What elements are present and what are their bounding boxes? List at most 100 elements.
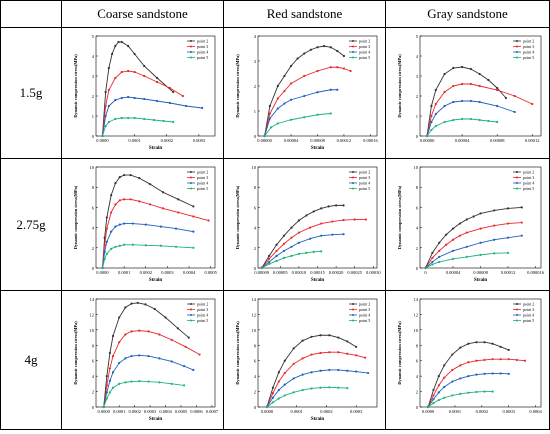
data-point: [355, 345, 358, 348]
data-point: [328, 368, 331, 372]
data-point: [276, 97, 279, 100]
series-line: [427, 391, 493, 408]
data-point: [156, 80, 159, 84]
x-tick-label: 0.00000: [257, 138, 272, 143]
data-point: [430, 120, 433, 124]
data-point: [297, 241, 301, 244]
chart-coarse-1-5g: 0 1 2 3 4 5 0.0000 0.0001 0.0002 0.0003 Strain Dyna…: [73, 34, 216, 151]
series-point-2: [260, 204, 345, 270]
data-point: [271, 392, 274, 395]
data-point: [479, 253, 482, 256]
y-tick-label: 4: [92, 226, 95, 231]
data-point: [131, 222, 134, 225]
x-axis-label: Strain: [474, 278, 488, 283]
data-point: [475, 373, 478, 376]
legend-marker: [190, 187, 192, 190]
data-point: [176, 327, 180, 330]
data-point: [108, 379, 112, 382]
data-point: [201, 106, 204, 110]
y-tick-label: 8: [92, 343, 95, 348]
data-point: [290, 236, 293, 239]
data-point: [342, 218, 345, 222]
data-point: [283, 74, 286, 78]
x-tick-label: 0.0003: [144, 409, 157, 414]
series-point-2: [263, 44, 346, 138]
data-point: [102, 405, 105, 409]
data-point: [320, 250, 323, 253]
data-point: [432, 398, 435, 401]
legend-marker: [190, 40, 192, 42]
data-point: [342, 204, 345, 207]
data-point: [520, 206, 523, 209]
y-tick-label: 0: [92, 405, 95, 410]
series-line: [264, 113, 331, 137]
data-point: [289, 64, 293, 68]
series-line: [103, 380, 185, 408]
legend-marker: [352, 314, 354, 316]
data-point: [346, 340, 349, 343]
data-point: [499, 345, 502, 348]
data-point: [182, 384, 186, 387]
x-tick-label: 0.00012: [525, 138, 540, 143]
data-point: [268, 254, 271, 257]
data-point: [110, 194, 113, 197]
series-point-2: [101, 40, 175, 138]
y-tick-label: 2: [92, 94, 94, 99]
data-point: [198, 353, 201, 356]
data-point: [478, 100, 481, 104]
data-point: [105, 391, 108, 394]
data-point: [184, 104, 188, 108]
series-line: [266, 369, 369, 408]
x-tick-label: 0.00020: [329, 270, 344, 275]
legend-marker: [352, 187, 354, 190]
data-point: [305, 214, 308, 217]
data-point: [136, 301, 139, 304]
data-point: [443, 396, 446, 399]
data-point: [111, 371, 115, 374]
legend-marker: [516, 187, 518, 190]
data-point: [301, 339, 304, 342]
x-tick-label: 0.0002: [128, 409, 140, 414]
data-point: [108, 367, 112, 370]
series-line: [101, 41, 174, 137]
y-tick-label: 0: [92, 134, 95, 139]
series-point-4: [101, 222, 195, 270]
legend-label: point 4: [359, 313, 370, 318]
data-point: [297, 231, 301, 234]
plot-frame: [419, 35, 542, 137]
data-point: [277, 380, 280, 383]
chart-cell-r0c2: 0 1 2 3 4 5 0.00000 0.00004 0.00008 0.00012 Dynami…: [385, 27, 550, 159]
y-tick-label: 3: [416, 74, 419, 79]
series-point-5: [425, 117, 499, 138]
series-line: [266, 351, 366, 408]
series-line: [264, 66, 351, 137]
data-point: [507, 358, 510, 361]
data-point: [437, 398, 440, 402]
data-point: [168, 101, 172, 105]
data-point: [275, 249, 278, 252]
data-point: [469, 67, 472, 71]
column-header-coarse: Coarse sandstone: [61, 0, 224, 28]
chart-cell-r1c2: 0 2 4 6 8 10 0 0.00004 0.00008 0.00012 0.000016 Str…: [385, 158, 550, 291]
data-point: [118, 199, 121, 202]
data-point: [101, 266, 104, 270]
x-tick-label: 0.00008: [473, 270, 488, 275]
data-point: [443, 90, 446, 94]
x-tick-label: 0.00025: [347, 270, 362, 275]
data-point: [114, 117, 117, 121]
data-point: [513, 94, 516, 98]
y-tick-label: 8: [92, 185, 95, 190]
legend-marker: [190, 314, 192, 316]
data-point: [143, 64, 146, 68]
data-point: [292, 362, 295, 365]
x-tick-label: 0.0005: [175, 409, 188, 414]
data-point: [465, 255, 468, 258]
data-point: [144, 223, 147, 226]
data-point: [459, 364, 462, 367]
data-point: [118, 361, 121, 365]
legend-marker: [516, 314, 518, 316]
data-point: [297, 219, 301, 222]
data-point: [282, 234, 286, 237]
y-tick-label: 4: [254, 374, 257, 379]
series-line: [102, 244, 194, 269]
